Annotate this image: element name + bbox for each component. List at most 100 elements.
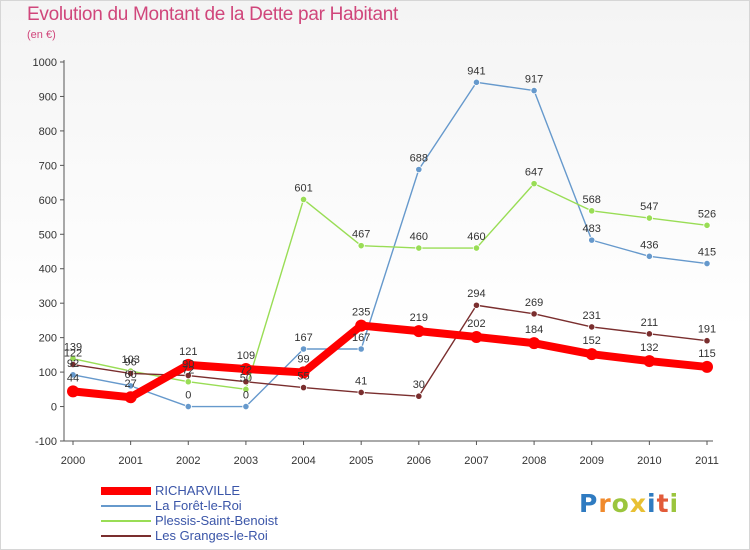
logo-letter: r xyxy=(598,489,612,518)
data-label: 167 xyxy=(294,332,312,344)
legend-label-plessis-saint-benoist: Plessis-Saint-Benoist xyxy=(155,513,278,528)
data-point xyxy=(412,325,425,338)
chart-title: Evolution du Montant de la Dette par Hab… xyxy=(27,4,398,25)
data-point xyxy=(242,385,250,393)
data-label: 688 xyxy=(410,152,428,164)
x-tick-label: 2002 xyxy=(176,455,200,467)
x-tick-label: 2000 xyxy=(61,455,85,467)
proxiti-logo: Proxiti xyxy=(579,489,679,518)
data-point xyxy=(127,382,135,390)
data-label: 547 xyxy=(640,201,658,213)
logo-letter: i xyxy=(669,489,680,518)
data-label: 460 xyxy=(467,231,485,243)
data-point xyxy=(588,207,596,215)
y-tick-label: -100 xyxy=(35,436,57,448)
data-point xyxy=(470,330,483,343)
y-tick-label: 200 xyxy=(39,333,57,345)
unit-label: (en €) xyxy=(27,29,56,41)
series-line xyxy=(72,182,708,391)
data-label: 467 xyxy=(352,229,370,241)
data-point xyxy=(242,378,250,386)
series-line xyxy=(72,304,708,397)
data-point xyxy=(701,360,713,373)
data-label: 0 xyxy=(243,390,249,402)
legend-swatch-plessis-saint-benoist xyxy=(101,520,151,522)
data-point xyxy=(357,345,365,353)
data-label: 235 xyxy=(352,307,370,319)
data-point xyxy=(703,337,711,345)
data-point xyxy=(184,402,192,411)
data-label: 72 xyxy=(182,365,194,377)
data-point xyxy=(588,323,596,331)
data-label: 526 xyxy=(698,208,716,220)
data-label: 27 xyxy=(125,378,137,390)
data-point xyxy=(588,236,596,244)
data-label: 460 xyxy=(410,231,428,243)
data-point xyxy=(357,242,365,250)
data-label: 647 xyxy=(525,167,543,179)
logo-letter: o xyxy=(611,489,630,518)
data-point xyxy=(124,391,137,404)
data-point xyxy=(357,388,365,397)
data-point xyxy=(530,86,538,95)
data-label: 152 xyxy=(583,335,601,347)
data-point xyxy=(299,345,308,353)
y-tick-label: 0 xyxy=(51,402,57,414)
y-tick-label: 500 xyxy=(39,229,57,241)
data-point xyxy=(184,378,192,386)
x-tick-label: 2005 xyxy=(349,455,373,467)
data-label: 219 xyxy=(410,312,428,324)
data-label: 30 xyxy=(413,379,425,391)
data-point xyxy=(472,244,481,252)
y-tick-label: 1000 xyxy=(33,57,57,69)
y-tick-label: 300 xyxy=(39,298,57,310)
x-tick-label: 2001 xyxy=(118,455,142,467)
data-label: 167 xyxy=(352,332,370,344)
logo-letter: t xyxy=(656,489,670,518)
series-line xyxy=(69,321,711,402)
data-label: 415 xyxy=(698,247,716,259)
data-point xyxy=(645,252,653,260)
data-label: 436 xyxy=(640,239,658,251)
x-tick-label: 2004 xyxy=(291,455,315,467)
data-label: 60 xyxy=(125,369,137,381)
data-point xyxy=(703,221,711,229)
data-label: 483 xyxy=(583,223,601,235)
data-point xyxy=(297,366,310,379)
data-point xyxy=(472,78,481,86)
x-tick-label: 2011 xyxy=(695,455,719,467)
data-point xyxy=(645,214,653,222)
data-label: 99 xyxy=(297,353,309,365)
x-tick-label: 2010 xyxy=(637,455,661,467)
data-label: 41 xyxy=(355,375,367,387)
data-label: 941 xyxy=(467,65,485,77)
data-point xyxy=(415,244,423,252)
y-tick-label: 600 xyxy=(39,195,57,207)
logo-letter: P xyxy=(579,489,599,518)
data-point xyxy=(643,355,656,368)
legend-label-la-foret-le-roi: La Forêt-le-Roi xyxy=(155,498,242,513)
data-point xyxy=(703,259,711,268)
data-label: 568 xyxy=(583,194,601,206)
data-label: 72 xyxy=(240,365,252,377)
data-point xyxy=(67,385,79,398)
data-label: 90 xyxy=(182,359,194,371)
data-point xyxy=(239,362,252,375)
data-point xyxy=(184,371,192,380)
data-point xyxy=(415,392,423,400)
data-point xyxy=(299,383,308,392)
data-label: 96 xyxy=(125,356,137,368)
data-point xyxy=(528,337,541,350)
x-tick-label: 2007 xyxy=(464,455,488,467)
data-point xyxy=(69,371,77,379)
data-label: 601 xyxy=(294,182,312,194)
data-point xyxy=(472,301,481,309)
data-point xyxy=(242,402,250,411)
data-point xyxy=(530,180,538,188)
data-point xyxy=(585,348,598,361)
data-label: 139 xyxy=(64,342,82,354)
legend-swatch-la-foret-le-roi xyxy=(101,505,151,507)
data-point xyxy=(530,310,538,318)
